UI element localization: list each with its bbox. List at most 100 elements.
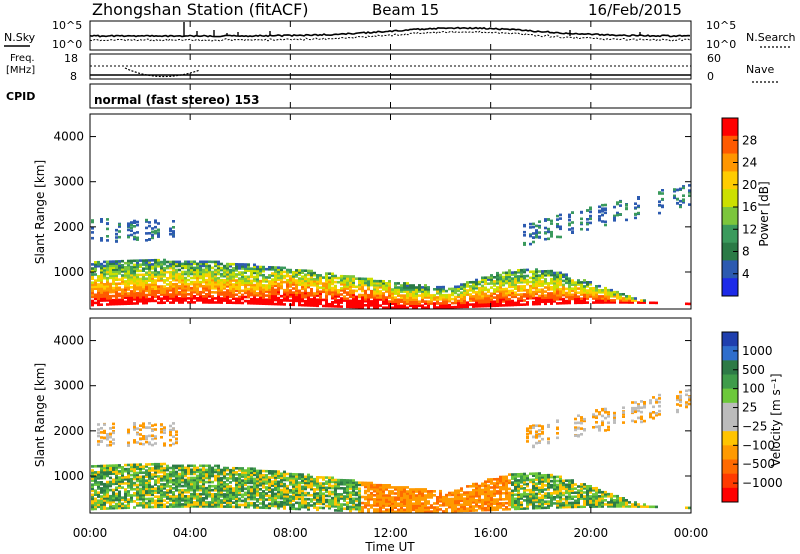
data-cell — [346, 487, 349, 490]
data-cell — [490, 496, 493, 499]
data-cell — [97, 283, 100, 286]
data-cell — [442, 504, 445, 507]
data-cell — [427, 296, 430, 299]
data-cell — [211, 280, 214, 284]
data-cell — [289, 283, 292, 286]
data-cell — [589, 291, 592, 294]
data-cell — [133, 492, 136, 495]
data-cell — [139, 293, 142, 297]
data-cell — [106, 270, 109, 274]
data-cell — [91, 505, 94, 509]
data-cell — [526, 301, 529, 304]
data-cell — [376, 492, 379, 495]
data-cell — [172, 270, 175, 274]
data-cell — [91, 275, 94, 278]
data-cell — [331, 496, 334, 500]
data-cell — [511, 497, 514, 501]
data-cell — [127, 222, 130, 225]
data-cell — [295, 283, 298, 286]
data-cell — [121, 472, 124, 475]
data-cell — [610, 291, 613, 294]
data-cell — [208, 464, 211, 468]
data-cell — [592, 301, 595, 304]
data-cell — [472, 297, 475, 300]
data-cell — [517, 505, 520, 509]
data-cell — [277, 492, 280, 496]
data-cell — [355, 285, 358, 289]
data-cell — [253, 504, 256, 507]
data-cell — [241, 293, 244, 297]
data-cell — [574, 281, 577, 284]
data-cell — [355, 499, 358, 503]
data-cell — [124, 270, 127, 273]
data-cell — [247, 291, 250, 295]
data-cell — [262, 273, 265, 277]
data-cell — [223, 468, 226, 472]
data-cell — [319, 498, 322, 501]
data-cell — [424, 490, 427, 493]
data-cell — [559, 291, 562, 295]
data-cell — [535, 276, 538, 279]
data-cell — [556, 223, 559, 226]
data-cell — [535, 298, 538, 302]
data-cell — [187, 499, 190, 502]
data-cell — [226, 493, 229, 496]
data-cell — [346, 493, 349, 496]
data-cell — [565, 279, 568, 283]
data-cell — [199, 272, 202, 276]
data-cell — [274, 494, 277, 498]
data-cell — [187, 478, 190, 482]
data-cell — [493, 500, 496, 503]
data-cell — [514, 279, 517, 282]
data-cell — [436, 290, 439, 293]
data-cell — [499, 490, 502, 493]
data-cell — [361, 299, 364, 303]
data-cell — [268, 480, 271, 483]
data-cell — [529, 226, 532, 229]
data-cell — [427, 510, 430, 513]
data-cell — [106, 260, 109, 264]
data-cell — [337, 305, 340, 308]
data-cell — [496, 294, 499, 297]
data-cell — [415, 290, 418, 293]
data-cell — [439, 498, 442, 501]
data-cell — [187, 270, 190, 274]
data-cell — [514, 499, 517, 503]
data-cell — [376, 286, 379, 289]
data-cell — [124, 296, 127, 299]
data-cell — [190, 268, 193, 272]
data-cell — [292, 503, 295, 506]
data-cell — [271, 278, 274, 281]
data-cell — [604, 211, 607, 215]
data-cell — [568, 277, 571, 280]
data-cell — [148, 489, 151, 493]
data-cell — [280, 494, 283, 498]
data-cell — [514, 283, 517, 286]
data-cell — [412, 298, 415, 301]
data-cell — [166, 476, 169, 480]
data-cell — [199, 480, 202, 484]
data-cell — [241, 503, 244, 507]
data-cell — [292, 505, 295, 509]
data-cell — [238, 285, 241, 288]
data-cell — [415, 296, 418, 299]
data-cell — [181, 493, 184, 496]
data-cell — [166, 478, 169, 482]
data-cell — [388, 300, 391, 303]
data-cell — [421, 304, 424, 307]
data-cell — [319, 286, 322, 289]
data-cell — [379, 500, 382, 503]
data-cell — [127, 280, 130, 283]
data-cell — [154, 269, 157, 272]
data-cell — [136, 265, 139, 269]
data-cell — [202, 470, 205, 474]
data-cell — [154, 231, 157, 235]
data-cell — [337, 289, 340, 292]
data-cell — [385, 498, 388, 501]
data-cell — [559, 281, 562, 285]
data-cell — [91, 485, 94, 488]
data-cell — [103, 489, 106, 492]
data-cell — [106, 272, 109, 276]
data-cell — [115, 498, 118, 502]
data-cell — [91, 475, 94, 478]
